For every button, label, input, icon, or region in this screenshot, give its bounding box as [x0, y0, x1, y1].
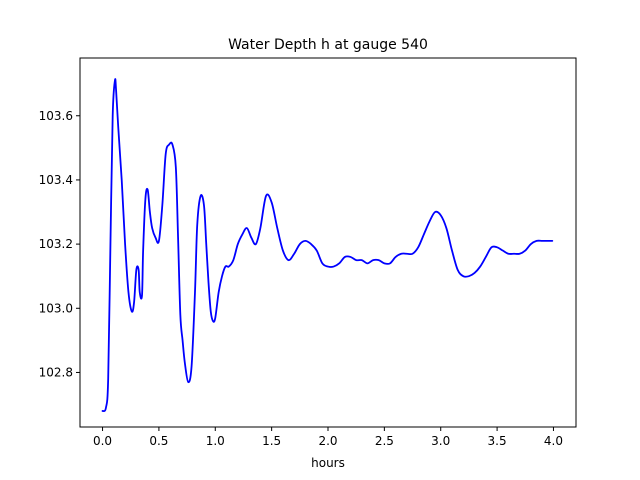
y-tick-label: 103.4 [39, 173, 73, 187]
x-tick-label: 2.5 [375, 434, 394, 448]
x-tick-label: 1.5 [262, 434, 281, 448]
x-tick-label: 0.0 [93, 434, 112, 448]
x-tick-label: 1.0 [206, 434, 225, 448]
series-line-0 [101, 78, 554, 413]
y-tick-label: 103.6 [39, 109, 73, 123]
x-tick-label: 0.5 [149, 434, 168, 448]
y-axis: 102.8 103.0 103.2 103.4 103.6 [39, 109, 80, 379]
y-tick-label: 103.0 [39, 301, 73, 315]
x-tick-label: 4.0 [544, 434, 563, 448]
series-layer [101, 78, 554, 413]
chart-title: Water Depth h at gauge 540 [228, 37, 428, 53]
y-tick-label: 103.2 [39, 237, 73, 251]
x-tick-label: 3.5 [488, 434, 507, 448]
x-axis-label: hours [311, 456, 345, 470]
x-axis: 0.0 0.5 1.0 1.5 2.0 2.5 3.0 3.5 4.0 [93, 427, 563, 448]
x-tick-label: 3.0 [431, 434, 450, 448]
x-tick-label: 2.0 [318, 434, 337, 448]
y-tick-label: 102.8 [39, 365, 73, 379]
